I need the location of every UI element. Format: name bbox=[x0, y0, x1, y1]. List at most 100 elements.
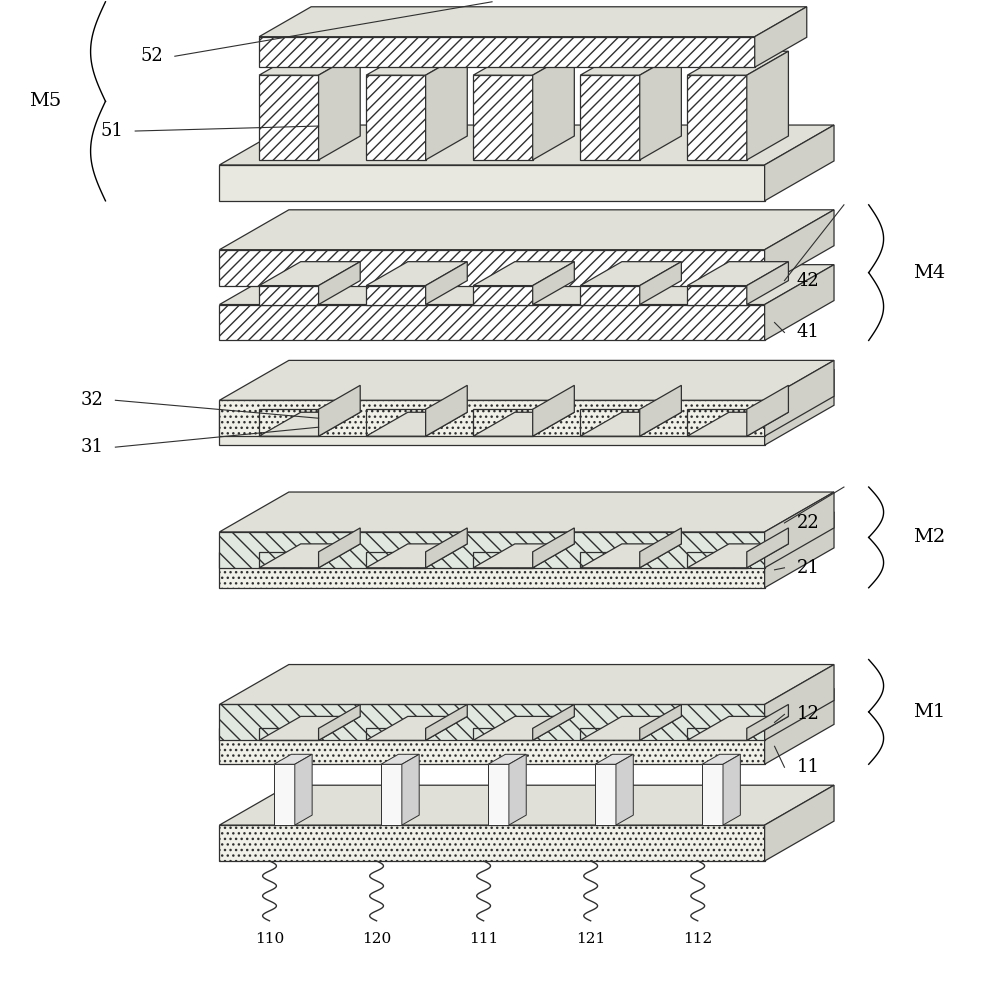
Polygon shape bbox=[702, 754, 741, 764]
Polygon shape bbox=[274, 754, 312, 764]
Polygon shape bbox=[319, 51, 360, 160]
Polygon shape bbox=[220, 704, 764, 740]
Text: 31: 31 bbox=[81, 438, 103, 456]
Polygon shape bbox=[533, 704, 575, 740]
Polygon shape bbox=[220, 369, 834, 409]
Text: 42: 42 bbox=[796, 272, 819, 290]
Polygon shape bbox=[580, 544, 681, 568]
Polygon shape bbox=[580, 51, 681, 75]
Polygon shape bbox=[220, 552, 764, 588]
Polygon shape bbox=[687, 552, 746, 568]
Text: 12: 12 bbox=[796, 705, 819, 723]
Polygon shape bbox=[259, 75, 319, 160]
Polygon shape bbox=[220, 400, 764, 436]
Text: 112: 112 bbox=[683, 932, 713, 946]
Polygon shape bbox=[319, 704, 360, 740]
Polygon shape bbox=[259, 544, 360, 568]
Polygon shape bbox=[764, 125, 834, 201]
Polygon shape bbox=[425, 528, 467, 568]
Text: 51: 51 bbox=[100, 122, 123, 140]
Polygon shape bbox=[220, 512, 834, 552]
Polygon shape bbox=[381, 754, 419, 764]
Polygon shape bbox=[746, 704, 788, 740]
Polygon shape bbox=[616, 754, 633, 825]
Text: 22: 22 bbox=[796, 514, 819, 532]
Polygon shape bbox=[425, 385, 467, 436]
Polygon shape bbox=[533, 262, 575, 305]
Polygon shape bbox=[319, 262, 360, 305]
Text: M2: M2 bbox=[913, 528, 945, 546]
Polygon shape bbox=[473, 544, 575, 568]
Polygon shape bbox=[595, 754, 633, 764]
Polygon shape bbox=[259, 51, 360, 75]
Polygon shape bbox=[366, 75, 425, 160]
Polygon shape bbox=[640, 51, 681, 160]
Polygon shape bbox=[687, 544, 788, 568]
Polygon shape bbox=[220, 492, 834, 532]
Polygon shape bbox=[381, 764, 402, 825]
Polygon shape bbox=[259, 716, 360, 740]
Polygon shape bbox=[319, 385, 360, 436]
Polygon shape bbox=[580, 716, 681, 740]
Polygon shape bbox=[687, 716, 788, 740]
Polygon shape bbox=[746, 528, 788, 568]
Polygon shape bbox=[595, 764, 616, 825]
Text: M5: M5 bbox=[29, 92, 61, 110]
Text: 21: 21 bbox=[796, 559, 819, 577]
Polygon shape bbox=[764, 360, 834, 436]
Polygon shape bbox=[764, 492, 834, 568]
Polygon shape bbox=[220, 825, 764, 861]
Polygon shape bbox=[220, 688, 834, 728]
Polygon shape bbox=[473, 716, 575, 740]
Polygon shape bbox=[259, 412, 360, 436]
Polygon shape bbox=[473, 412, 575, 436]
Polygon shape bbox=[473, 262, 575, 286]
Polygon shape bbox=[640, 528, 681, 568]
Polygon shape bbox=[274, 764, 295, 825]
Polygon shape bbox=[580, 286, 640, 305]
Polygon shape bbox=[473, 75, 533, 160]
Polygon shape bbox=[640, 385, 681, 436]
Text: 121: 121 bbox=[577, 932, 605, 946]
Polygon shape bbox=[687, 409, 746, 436]
Polygon shape bbox=[687, 51, 788, 75]
Polygon shape bbox=[687, 728, 746, 740]
Polygon shape bbox=[473, 286, 533, 305]
Polygon shape bbox=[687, 75, 746, 160]
Polygon shape bbox=[259, 409, 319, 436]
Polygon shape bbox=[259, 262, 360, 286]
Polygon shape bbox=[366, 544, 467, 568]
Polygon shape bbox=[580, 75, 640, 160]
Polygon shape bbox=[473, 51, 575, 75]
Polygon shape bbox=[259, 7, 807, 37]
Polygon shape bbox=[295, 754, 312, 825]
Polygon shape bbox=[580, 728, 640, 740]
Polygon shape bbox=[580, 409, 640, 436]
Polygon shape bbox=[220, 265, 834, 305]
Polygon shape bbox=[473, 409, 533, 436]
Polygon shape bbox=[580, 262, 681, 286]
Polygon shape bbox=[580, 552, 640, 568]
Text: M1: M1 bbox=[913, 703, 945, 721]
Polygon shape bbox=[640, 704, 681, 740]
Polygon shape bbox=[259, 37, 754, 67]
Polygon shape bbox=[220, 360, 834, 400]
Polygon shape bbox=[259, 286, 319, 305]
Polygon shape bbox=[764, 688, 834, 764]
Polygon shape bbox=[220, 728, 764, 764]
Polygon shape bbox=[366, 286, 425, 305]
Polygon shape bbox=[687, 286, 746, 305]
Polygon shape bbox=[764, 210, 834, 286]
Polygon shape bbox=[764, 785, 834, 861]
Polygon shape bbox=[366, 412, 467, 436]
Text: 32: 32 bbox=[81, 391, 103, 409]
Polygon shape bbox=[764, 369, 834, 445]
Polygon shape bbox=[746, 51, 788, 160]
Polygon shape bbox=[764, 665, 834, 740]
Polygon shape bbox=[473, 728, 533, 740]
Polygon shape bbox=[473, 552, 533, 568]
Polygon shape bbox=[425, 704, 467, 740]
Polygon shape bbox=[220, 785, 834, 825]
Text: 120: 120 bbox=[362, 932, 392, 946]
Polygon shape bbox=[723, 754, 741, 825]
